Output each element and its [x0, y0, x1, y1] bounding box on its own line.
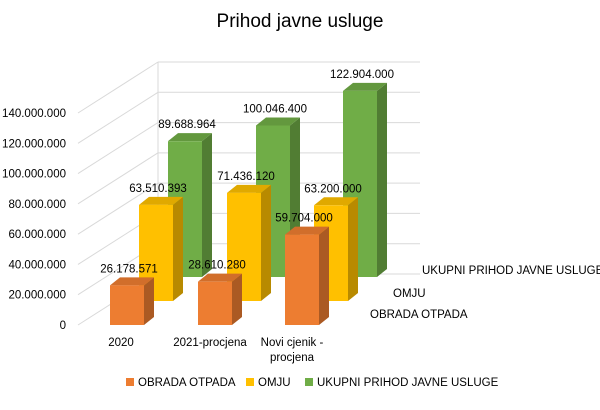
y-axis-ticks: 0 20.000.000 40.000.000 60.000.000 80.000.00…: [2, 108, 66, 332]
series-depth-label: UKUPNI PRIHOD JAVNE USLUGE: [422, 265, 600, 277]
series-depth-label: OMJU: [393, 288, 426, 300]
bars: [110, 82, 387, 325]
y-tick-label: 0: [60, 320, 66, 332]
series-depth-label: OBRADA OTPADA: [370, 309, 468, 321]
y-tick-label: 40.000.000: [8, 259, 66, 271]
category-label: 2020: [108, 337, 134, 349]
data-label: 71.436.120: [217, 171, 275, 183]
data-label: 59.704.000: [275, 213, 333, 225]
bar: [285, 226, 329, 325]
data-label: 28.610.280: [188, 260, 246, 272]
gridline: [77, 61, 420, 114]
chart-title: Prihod javne usluge: [217, 11, 384, 32]
category-label-line2: procjena: [270, 352, 315, 364]
legend-entry: OBRADA OTPADA: [126, 377, 236, 389]
legend-label: UKUPNI PRIHOD JAVNE USLUGE: [317, 377, 499, 389]
y-tick-label: 80.000.000: [8, 199, 66, 211]
y-tick-label: 120.000.000: [2, 138, 66, 150]
category-label: 2021-procjena: [173, 337, 247, 349]
legend-label: OMJU: [258, 377, 291, 389]
legend-swatch: [305, 378, 313, 386]
legend-swatch: [246, 378, 254, 386]
category-labels: 2020 2021-procjena Novi cjenik - procjena: [108, 337, 323, 364]
bar: [198, 273, 242, 325]
y-tick-label: 100.000.000: [2, 169, 66, 181]
bar: [110, 277, 154, 325]
series-depth-labels: OBRADA OTPADA OMJU UKUPNI PRIHOD JAVNE USL…: [370, 265, 600, 321]
legend-entry: OMJU: [246, 377, 291, 389]
data-label: 122.904.000: [330, 69, 394, 81]
data-label: 100.046.400: [243, 104, 307, 116]
legend-swatch: [126, 378, 134, 386]
bar: [314, 197, 358, 301]
legend: OBRADA OTPADA OMJU UKUPNI PRIHOD JAVNE USL…: [126, 377, 499, 389]
y-tick-label: 20.000.000: [8, 290, 66, 302]
category-label: Novi cjenik -: [261, 337, 324, 349]
data-labels: 89.688.964 100.046.400 122.904.000 63.510.3…: [100, 69, 394, 275]
data-label: 89.688.964: [158, 119, 216, 131]
y-tick-label: 60.000.000: [8, 229, 66, 241]
legend-entry: UKUPNI PRIHOD JAVNE USLUGE: [305, 377, 499, 389]
legend-label: OBRADA OTPADA: [138, 377, 236, 389]
data-label: 63.200.000: [304, 183, 362, 195]
data-label: 26.178.571: [100, 263, 158, 275]
data-label: 63.510.393: [129, 183, 187, 195]
y-tick-label: 140.000.000: [2, 108, 66, 120]
